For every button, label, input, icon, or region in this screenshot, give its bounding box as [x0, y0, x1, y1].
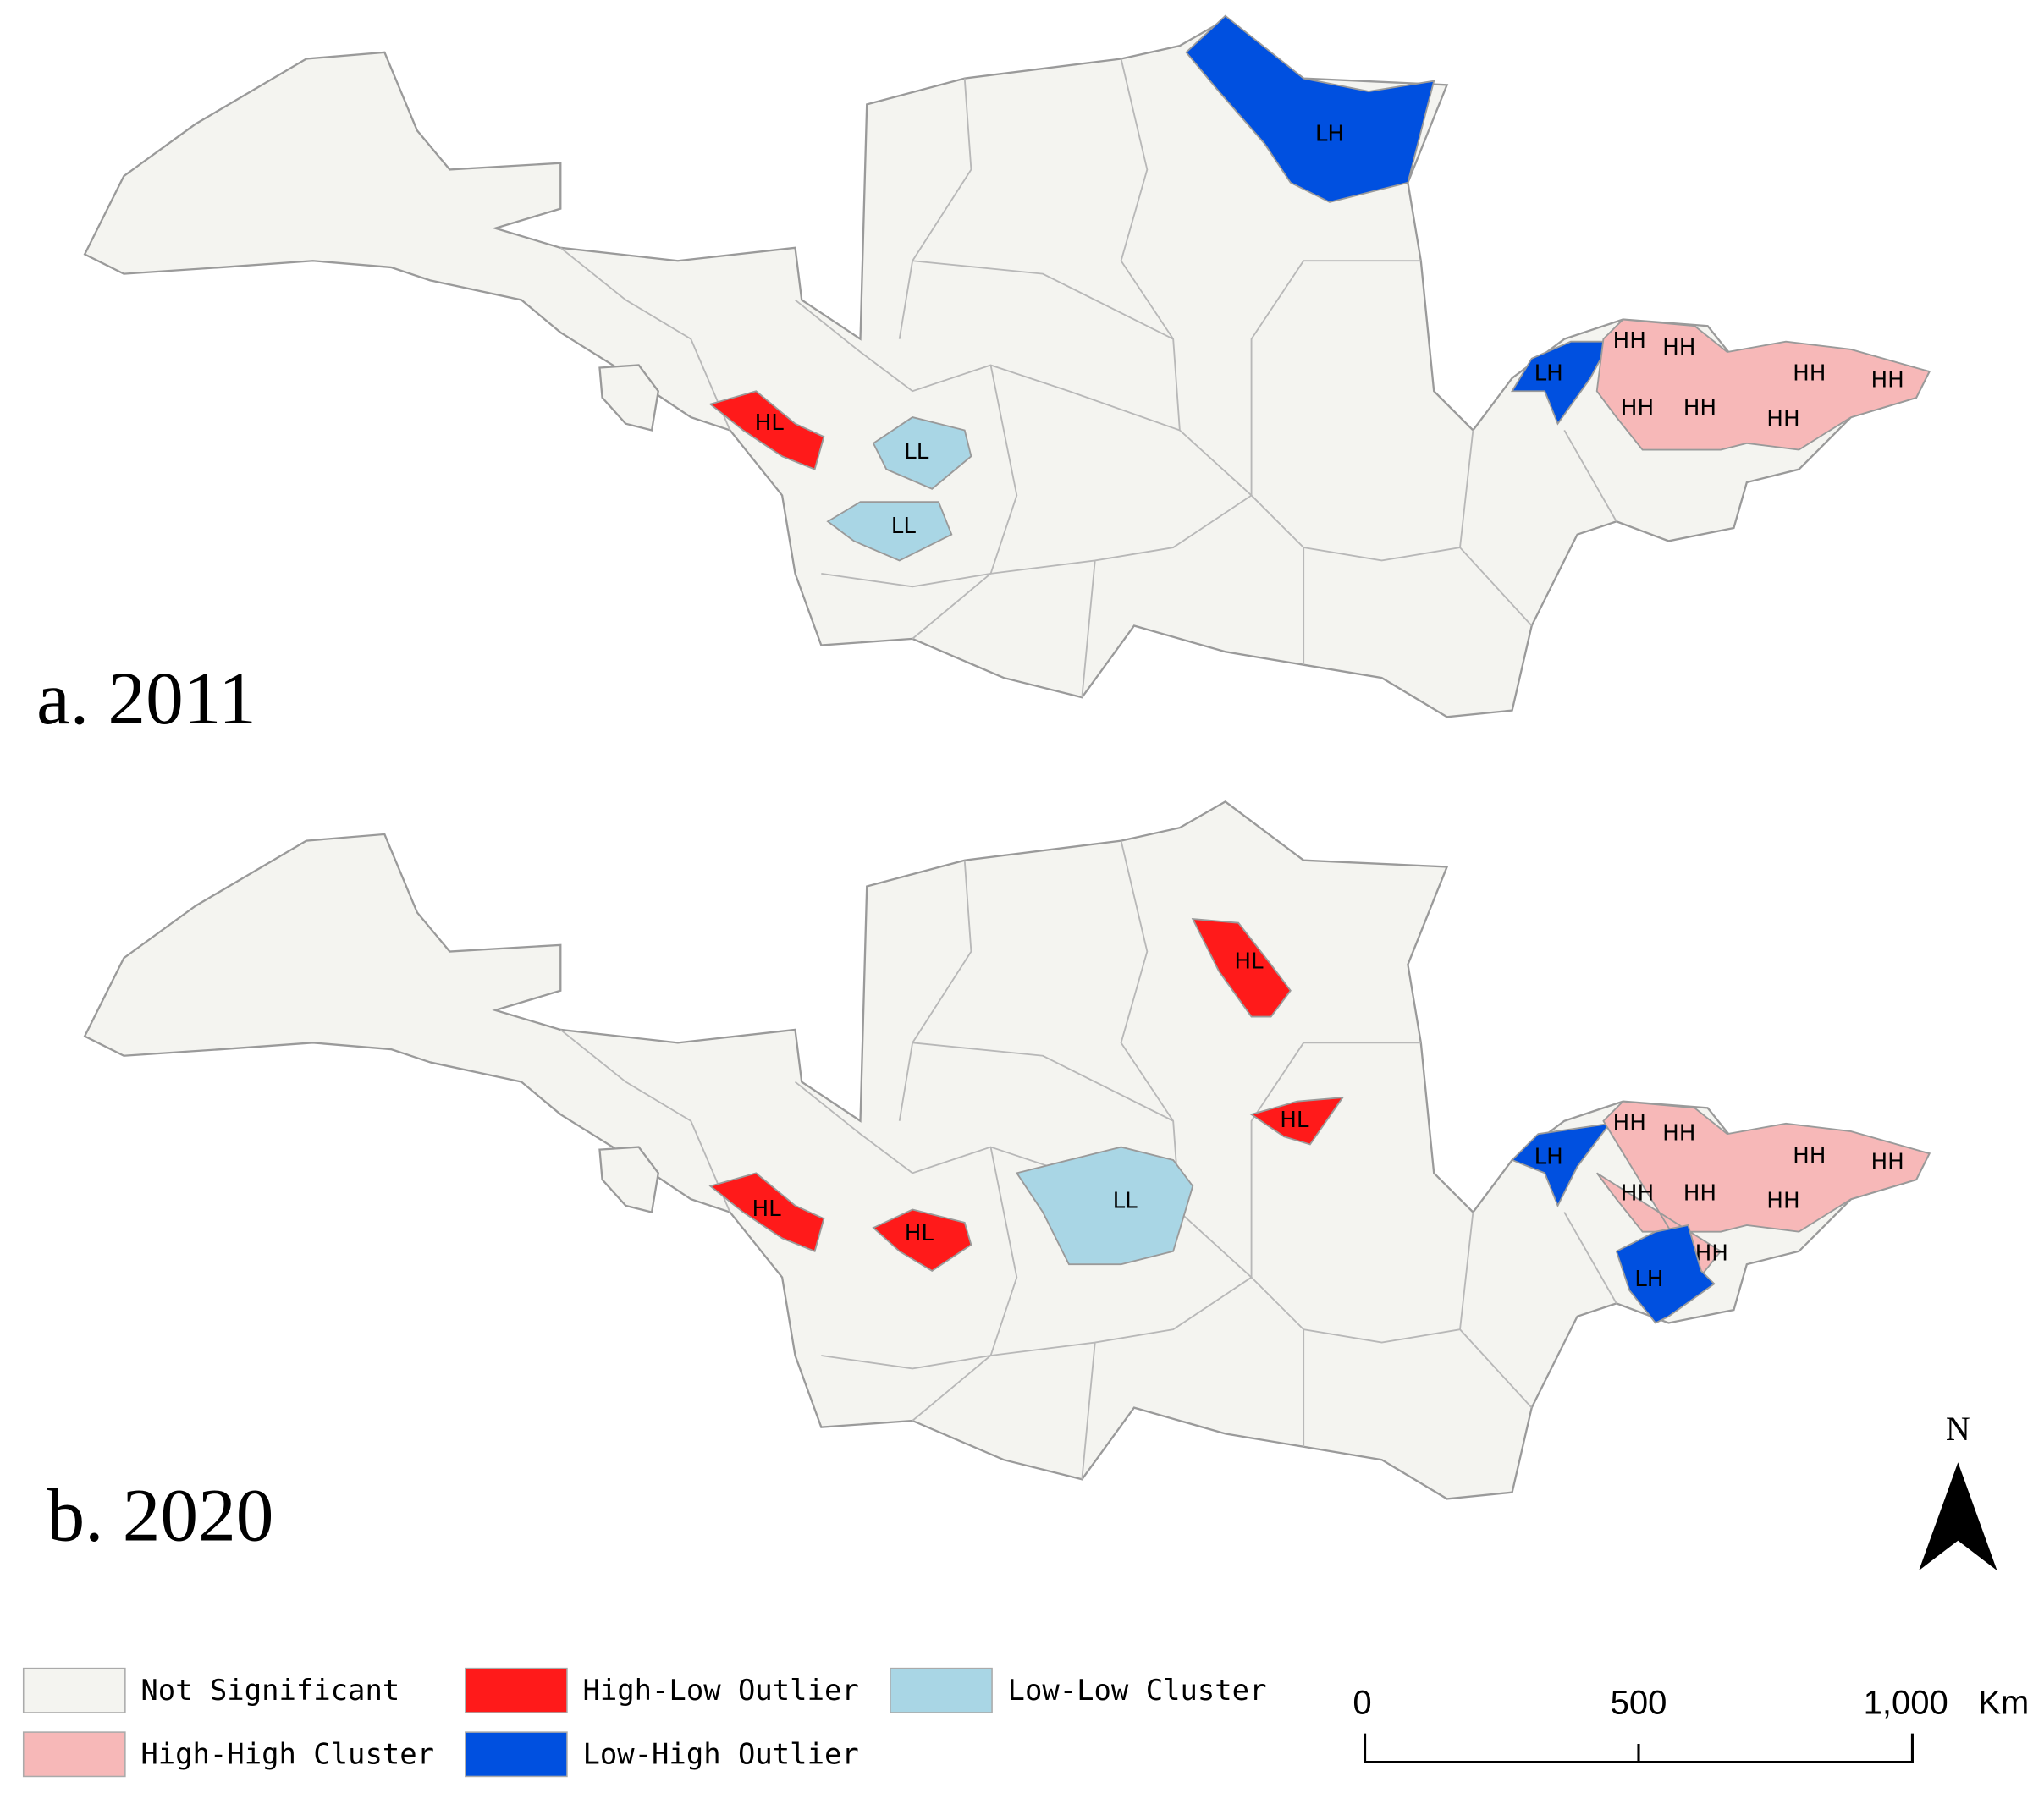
region — [1595, 318, 1931, 451]
legend-label: High-High Cluster — [140, 1737, 434, 1770]
panel-label: a. 2011 — [36, 657, 256, 740]
region-label: HH — [1621, 1181, 1654, 1207]
region-label: LL — [891, 514, 917, 539]
region — [1510, 1122, 1612, 1208]
region-label: HH — [1613, 1110, 1646, 1136]
region — [1191, 917, 1292, 1018]
legend-swatch — [465, 1667, 568, 1713]
region — [1185, 14, 1435, 203]
region-label: LH — [1634, 1267, 1663, 1292]
region-label: HL — [1234, 949, 1264, 974]
region — [708, 1172, 825, 1253]
region-label: HH — [1662, 335, 1695, 360]
scale-label: 0 — [1353, 1685, 1371, 1722]
legend-swatch — [890, 1667, 993, 1713]
scale-line — [1364, 1733, 1914, 1764]
region-label: HH — [1683, 395, 1716, 421]
scale-bar: 0 500 1,000 Km — [1353, 1685, 2029, 1764]
region-label: LH — [1534, 1144, 1563, 1169]
region — [1015, 1146, 1194, 1266]
scale-label: 1,000 — [1864, 1685, 1948, 1722]
legend-label: High-Low Outlier — [582, 1674, 858, 1707]
region-label: LL — [1113, 1189, 1138, 1214]
region — [826, 501, 953, 562]
panel-label: b. 2020 — [47, 1474, 273, 1558]
region — [872, 1208, 972, 1272]
region-label: HH — [1613, 328, 1646, 354]
legend-swatch — [465, 1731, 568, 1778]
legend-label: Low-High Outlier — [582, 1737, 858, 1770]
legend-label: Low-Low Cluster — [1008, 1674, 1267, 1707]
region-label: HH — [1870, 1150, 1904, 1175]
region-label: HH — [1766, 1189, 1799, 1214]
region-label: LH — [1315, 121, 1344, 146]
region-label: LH — [1534, 361, 1563, 387]
region — [872, 416, 972, 490]
region — [708, 390, 825, 470]
region-label: HH — [1621, 395, 1654, 421]
region-label: LL — [904, 439, 929, 465]
north-label: N — [1946, 1410, 1970, 1448]
region-label: HH — [1793, 1143, 1826, 1169]
north-arrow-shape — [1919, 1462, 1997, 1571]
region-label: HL — [752, 1196, 781, 1222]
region-label: HH — [1683, 1181, 1716, 1207]
region-label: HL — [755, 410, 785, 436]
legend-swatch — [22, 1667, 126, 1713]
scale-label: 500 — [1611, 1685, 1667, 1722]
region — [1249, 1096, 1345, 1146]
scale-unit: Km — [1978, 1685, 2029, 1722]
region-label: HH — [1662, 1121, 1695, 1147]
region-label: HH — [1766, 407, 1799, 432]
region-label: HH — [1793, 361, 1826, 387]
north-arrow: N — [1919, 1410, 1997, 1571]
region — [1615, 1224, 1716, 1324]
region-label: HL — [1280, 1108, 1309, 1133]
region-label: HH — [1695, 1240, 1728, 1266]
region-label: HL — [905, 1221, 934, 1246]
region-label: HH — [1870, 367, 1904, 393]
legend-label: Not Significant — [140, 1674, 399, 1707]
legend-swatch — [22, 1731, 126, 1778]
